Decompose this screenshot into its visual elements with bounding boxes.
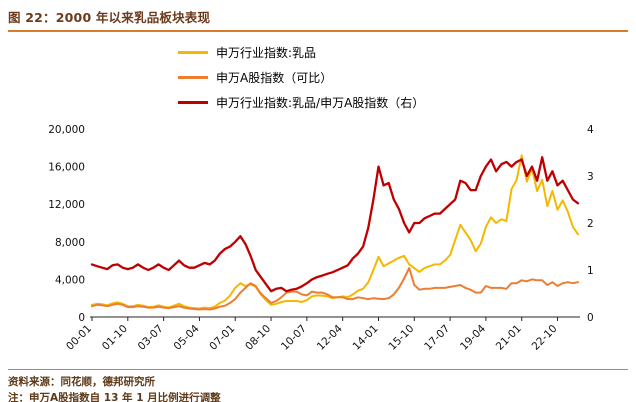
line-chart: 0 4,000 8,000 12,000 16,000 20,000 0 1 2 3 4 00-0… [48, 124, 594, 353]
svg-text:08-10: 08-10 [243, 323, 273, 353]
figure-title: 图 22：2000 年以来乳品板块表现 [8, 10, 211, 25]
legend-label-dairy: 申万行业指数:乳品 [216, 46, 317, 60]
legend-label-ashare: 申万A股指数（可比） [216, 71, 333, 85]
svg-text:16,000: 16,000 [48, 162, 85, 174]
figure-footer: 资料来源：同花顺，德邦研究所 注：申万A股指数自 13 年 1 月比例进行调整 [0, 370, 636, 402]
legend-label-ratio: 申万行业指数:乳品/申万A股指数（右） [216, 96, 425, 110]
svg-text:2: 2 [587, 218, 594, 230]
svg-text:19-04: 19-04 [458, 322, 488, 352]
x-axis-tick-labels: 00-01 01-10 03-07 05-04 07-01 08-10 10-07 12-04… [64, 317, 560, 353]
svg-text:15-10: 15-10 [386, 323, 416, 353]
svg-text:01-10: 01-10 [100, 323, 130, 353]
chart-series-lines [90, 154, 580, 311]
svg-text:10-07: 10-07 [279, 323, 309, 353]
svg-text:1: 1 [587, 265, 594, 277]
footer-divider [8, 369, 628, 370]
legend-item-dairy-index: 申万行业指数:乳品 [178, 40, 424, 65]
svg-text:17-07: 17-07 [422, 323, 452, 353]
legend-item-ratio: 申万行业指数:乳品/申万A股指数（右） [178, 90, 424, 115]
header-divider [8, 30, 628, 32]
svg-text:0: 0 [587, 312, 594, 324]
svg-text:12-04: 12-04 [315, 322, 345, 352]
chart-legend: 申万行业指数:乳品 申万A股指数（可比） 申万行业指数:乳品/申万A股指数（右） [178, 40, 424, 115]
chart-area: 0 4,000 8,000 12,000 16,000 20,000 0 1 2 3 4 00-0… [0, 117, 636, 369]
svg-text:3: 3 [587, 171, 594, 183]
figure-header: 图 22：2000 年以来乳品板块表现 [0, 0, 636, 30]
svg-text:03-07: 03-07 [136, 323, 166, 353]
svg-text:22-10: 22-10 [530, 323, 560, 353]
svg-text:4,000: 4,000 [55, 274, 85, 286]
svg-text:0: 0 [78, 312, 85, 324]
svg-text:8,000: 8,000 [55, 237, 85, 249]
svg-text:4: 4 [587, 124, 594, 136]
svg-text:21-01: 21-01 [494, 323, 524, 353]
svg-text:00-01: 00-01 [64, 323, 94, 353]
legend-line-swatch-ashare [178, 76, 208, 79]
svg-text:14-01: 14-01 [351, 323, 381, 353]
legend-line-swatch-dairy [178, 51, 208, 54]
note-text: 注：申万A股指数自 13 年 1 月比例进行调整 [8, 392, 221, 402]
svg-text:05-04: 05-04 [171, 322, 201, 352]
left-axis-tick-labels: 0 4,000 8,000 12,000 16,000 20,000 [48, 124, 85, 324]
svg-text:20,000: 20,000 [48, 124, 85, 136]
source-text: 资料来源：同花顺，德邦研究所 [8, 376, 155, 388]
right-axis-tick-labels: 0 1 2 3 4 [587, 124, 594, 324]
legend-line-swatch-ratio [178, 101, 208, 104]
svg-text:07-01: 07-01 [207, 323, 237, 353]
svg-text:12,000: 12,000 [48, 199, 85, 211]
legend-item-ashare-index: 申万A股指数（可比） [178, 65, 424, 90]
